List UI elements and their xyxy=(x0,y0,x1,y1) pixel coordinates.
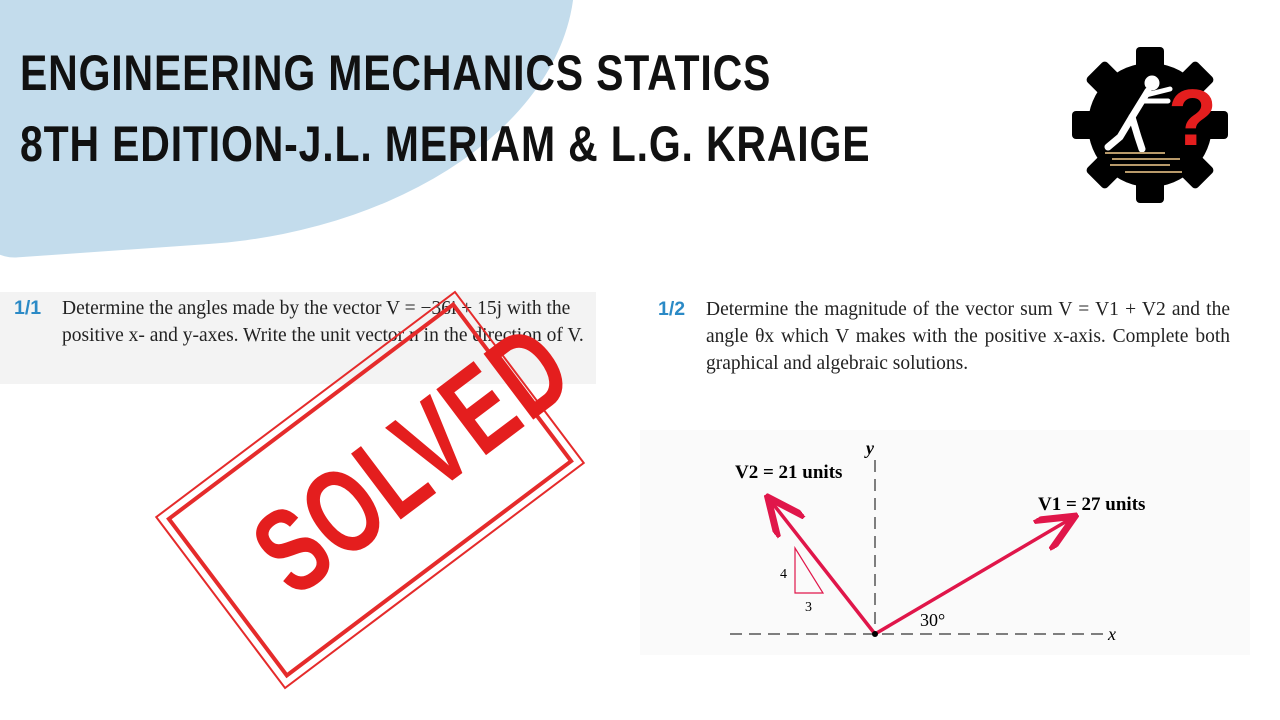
problem-text: Determine the angles made by the vector … xyxy=(62,298,584,346)
vector-diagram: x y 4 3 30° V2 = 21 units V1 = 27 units xyxy=(640,430,1250,655)
stamp-text: SOLVED xyxy=(229,298,596,621)
y-axis-label: y xyxy=(864,438,875,458)
title-line-1: ENGINEERING MECHANICS STATICS xyxy=(20,45,772,101)
v2-label: V2 = 21 units xyxy=(735,462,842,483)
angle-label: 30° xyxy=(920,610,945,630)
v1-label: V1 = 27 units xyxy=(1038,494,1145,515)
x-axis-label: x xyxy=(1107,624,1116,644)
problem-1-1: 1/1 Determine the angles made by the vec… xyxy=(0,292,596,384)
channel-logo-icon: ? xyxy=(1070,45,1230,205)
problem-number: 1/2 xyxy=(658,298,686,320)
title-line-2: 8TH EDITION-J.L. MERIAM & L.G. KRAIGE xyxy=(20,116,871,172)
vector-v1 xyxy=(874,518,1072,636)
slope-rise-label: 4 xyxy=(780,567,787,582)
problem-text: Determine the magnitude of the vector su… xyxy=(706,299,1230,374)
vector-v2 xyxy=(770,500,877,636)
problem-number: 1/1 xyxy=(14,297,42,319)
slope-triangle xyxy=(794,545,825,594)
problem-1-2: 1/2 Determine the magnitude of the vecto… xyxy=(640,296,1240,377)
svg-text:?: ? xyxy=(1168,73,1217,162)
slope-run-label: 3 xyxy=(805,600,812,615)
